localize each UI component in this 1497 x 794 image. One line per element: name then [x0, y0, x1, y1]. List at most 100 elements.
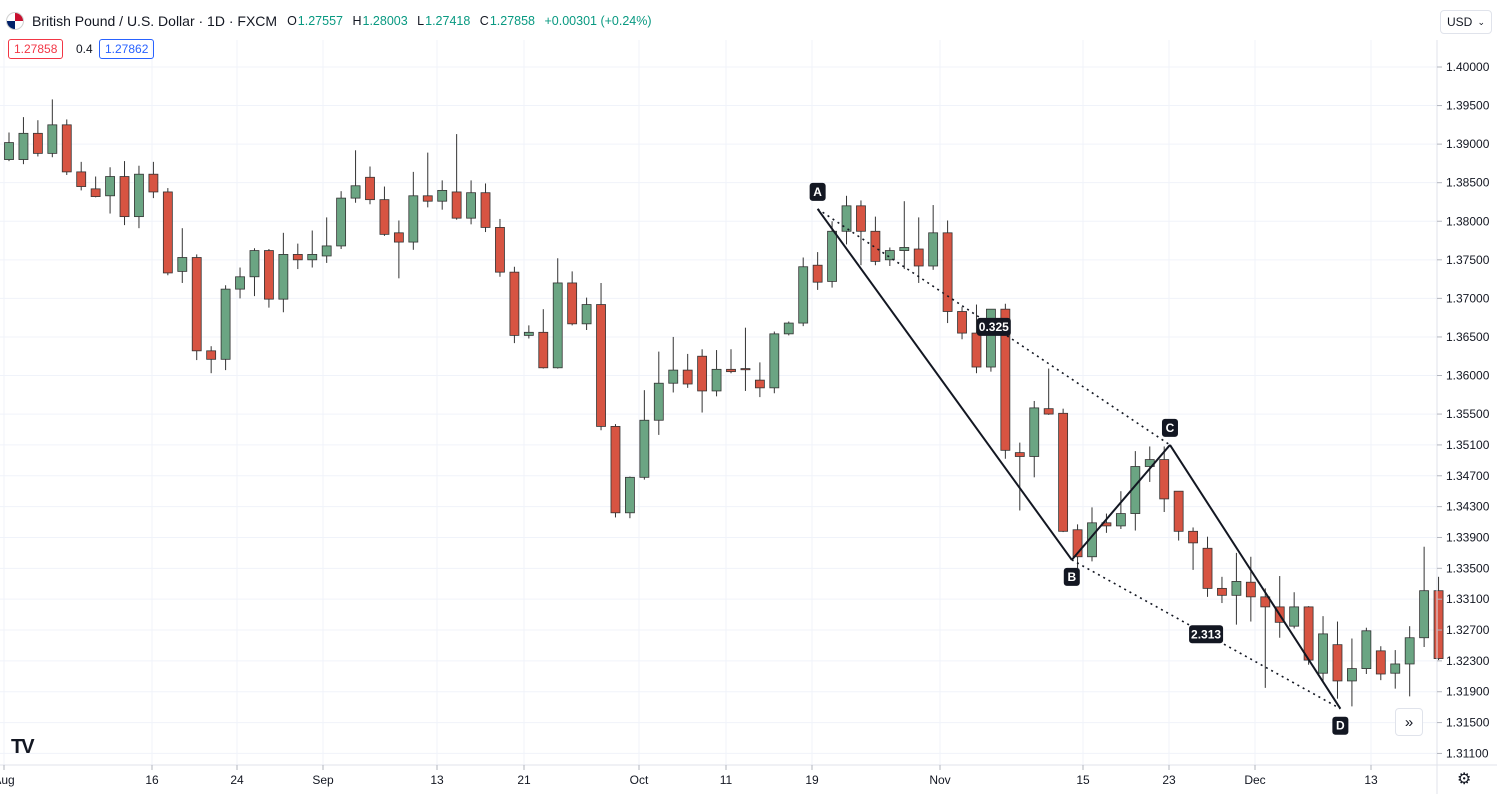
candle-body	[1000, 308, 1011, 451]
candle-body	[336, 197, 347, 247]
candle-body	[1188, 530, 1198, 544]
price-tick-label: 1.37500	[1446, 253, 1490, 267]
price-tick-label: 1.32300	[1446, 654, 1490, 668]
harmonic-pattern[interactable]: 0.325 2.313 A B C D	[809, 182, 1349, 735]
candle-down	[682, 353, 693, 388]
candle-body	[1433, 590, 1444, 659]
time-tick-label: Sep	[312, 773, 334, 787]
candle-body	[682, 369, 693, 385]
candle-down	[1173, 490, 1184, 541]
candle-up	[798, 257, 809, 327]
point-label: A	[813, 185, 822, 199]
buy-price-button[interactable]: 1.27862	[99, 39, 155, 59]
currency-selector[interactable]: USD ⌄	[1440, 10, 1492, 34]
candle-body	[235, 276, 245, 290]
candle-body	[437, 189, 448, 202]
candle-down	[191, 254, 202, 361]
candle-body	[90, 188, 101, 197]
price-tick-label: 1.32700	[1446, 623, 1490, 637]
candle-up	[437, 180, 448, 210]
candle-down	[1217, 576, 1227, 604]
candle-body	[625, 476, 635, 514]
sell-price-button[interactable]: 1.27858	[8, 39, 64, 59]
candle-up	[1115, 491, 1126, 529]
tradingview-logo[interactable]: TV	[11, 736, 35, 758]
candle-down	[206, 346, 217, 374]
candle-down	[942, 220, 953, 324]
candle-body	[264, 250, 274, 300]
candle-up	[769, 331, 780, 394]
candle-body	[220, 288, 231, 360]
price-tick-label: 1.37000	[1446, 291, 1490, 305]
candle-body	[1375, 650, 1386, 675]
point-label: C	[1166, 421, 1175, 435]
candle-down	[76, 161, 87, 191]
candle-up	[307, 230, 318, 268]
candle-down	[1245, 556, 1256, 622]
price-tick-label: 1.39500	[1446, 99, 1490, 113]
candle-down	[1072, 524, 1083, 569]
candle-up	[899, 201, 910, 270]
candle-body	[105, 176, 115, 197]
candle-body	[783, 322, 794, 335]
scroll-to-realtime-button[interactable]: »	[1395, 708, 1423, 736]
candle-body	[812, 264, 823, 283]
candle-body	[1217, 587, 1227, 596]
candle-up	[321, 217, 332, 263]
candle-body	[1332, 644, 1343, 682]
high-value: 1.28003	[362, 14, 408, 28]
price-tick-label: 1.35500	[1446, 407, 1490, 421]
candle-body	[538, 331, 549, 369]
time-axis[interactable]: Aug 16 24 Sep 13 21 Oct 11 19 Nov 15 23 Dec 13	[0, 765, 1378, 787]
candle-body	[148, 173, 159, 193]
candle-body	[957, 311, 967, 334]
candle-up	[581, 297, 592, 330]
candle-down	[1433, 576, 1444, 661]
candle-body	[177, 257, 188, 272]
candle-down	[264, 249, 274, 308]
high-label: H	[352, 14, 362, 28]
candle-up	[625, 476, 635, 519]
candle-body	[928, 232, 939, 267]
price-tick-label: 1.33100	[1446, 592, 1490, 606]
candle-body	[278, 254, 289, 300]
gear-icon[interactable]: ⚙	[1457, 771, 1472, 788]
point-label: B	[1067, 570, 1076, 584]
candle-up	[220, 285, 231, 371]
candle-body	[1115, 513, 1126, 527]
candle-body	[1289, 606, 1300, 627]
candle-body	[495, 227, 505, 273]
candle-up	[668, 336, 679, 393]
candle-up	[1347, 638, 1357, 707]
candle-body	[827, 230, 837, 282]
candle-up	[336, 191, 347, 250]
price-axis[interactable]: 1.40000 1.39500 1.39000 1.38500 1.38000 1.375…	[1437, 60, 1490, 760]
candle-down	[596, 282, 606, 431]
symbol-title[interactable]: British Pound / U.S. Dollar · 1D · FXCM	[32, 13, 278, 29]
candle-down	[162, 188, 173, 276]
candle-down	[1014, 442, 1025, 511]
candle-body	[740, 368, 751, 371]
candle-down	[393, 220, 404, 279]
candle-up	[783, 321, 794, 336]
candle-body	[986, 308, 996, 368]
candle-body	[726, 368, 736, 373]
candle-up	[1289, 592, 1300, 629]
candle-down	[856, 200, 866, 266]
price-tick-label: 1.35100	[1446, 438, 1490, 452]
candle-body	[1072, 529, 1083, 558]
ratio-label-bg	[1189, 625, 1224, 644]
candle-up	[653, 351, 664, 435]
candle-body	[798, 266, 809, 324]
chart-grid	[0, 40, 1437, 765]
candle-up	[827, 221, 837, 288]
time-tick-label: 15	[1076, 773, 1090, 787]
candle-down	[451, 134, 462, 220]
candle-down	[1202, 536, 1213, 597]
candle-body	[1260, 596, 1271, 608]
candle-body	[191, 257, 202, 352]
candle-body	[206, 350, 217, 360]
currency-label: USD	[1447, 15, 1473, 29]
candle-up	[884, 247, 895, 266]
